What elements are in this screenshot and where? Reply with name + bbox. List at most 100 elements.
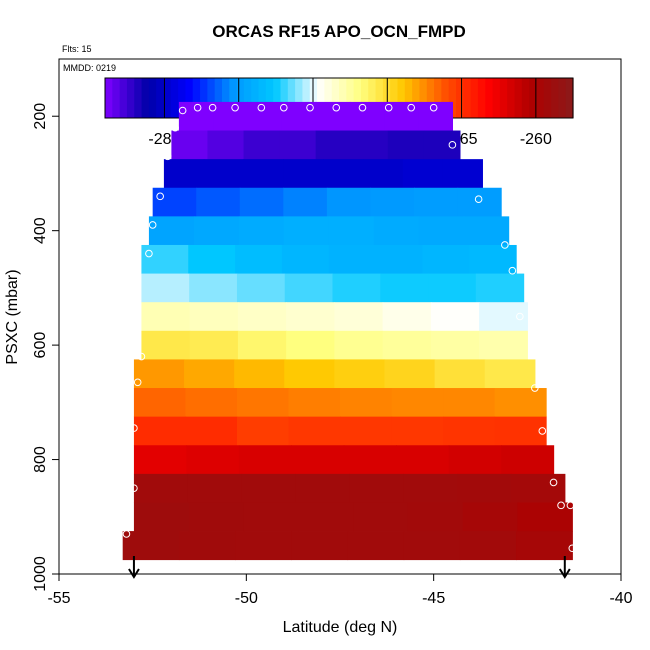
heatmap-cell bbox=[133, 502, 190, 532]
heatmap-cell bbox=[236, 416, 290, 446]
heatmap-cell bbox=[284, 273, 334, 303]
data-point bbox=[130, 484, 138, 492]
plot-frame bbox=[58, 58, 622, 575]
heatmap-cell bbox=[279, 130, 317, 160]
colorbar-swatch bbox=[521, 78, 530, 118]
heatmap-cell bbox=[291, 531, 349, 561]
heatmap-cell bbox=[141, 302, 191, 332]
heatmap-cell bbox=[141, 244, 189, 274]
heatmap-cell bbox=[315, 130, 353, 160]
heatmap-cell bbox=[459, 531, 517, 561]
colorbar-swatch bbox=[112, 78, 121, 118]
colorbar-swatch bbox=[565, 78, 574, 118]
colorbar-swatch bbox=[448, 78, 457, 118]
y-axis: 200 400 600 800 1000 bbox=[32, 103, 59, 592]
colorbar-swatch bbox=[339, 78, 347, 118]
colorbar-swatch bbox=[148, 78, 157, 118]
colorbar-swatch bbox=[419, 78, 428, 118]
heatmap-cell bbox=[185, 388, 238, 418]
heatmap-cell bbox=[384, 359, 436, 389]
heatmap-cell bbox=[133, 388, 187, 418]
heatmap-cell bbox=[133, 473, 189, 503]
y-axis-title: PSXC (mbar) bbox=[4, 269, 21, 364]
heatmap-cell bbox=[295, 473, 350, 503]
heatmap-cell bbox=[413, 187, 459, 217]
heatmap-cell bbox=[516, 531, 573, 561]
heatmap-cell bbox=[163, 159, 205, 189]
heatmap-cell bbox=[213, 101, 248, 131]
heatmap-cell bbox=[349, 101, 385, 131]
colorbar-swatch bbox=[434, 78, 442, 118]
data-point bbox=[208, 103, 217, 112]
heatmap-cell bbox=[281, 244, 330, 274]
heatmap-cell bbox=[286, 330, 335, 360]
heatmap-cell bbox=[391, 388, 444, 418]
heatmap-cell bbox=[403, 531, 461, 561]
x-tick-label: -50 bbox=[235, 590, 258, 607]
heatmap-cell bbox=[239, 187, 284, 217]
heatmap-cell bbox=[243, 130, 281, 160]
data-point bbox=[474, 195, 483, 203]
colorbar-swatch bbox=[412, 78, 421, 118]
colorbar-swatch bbox=[280, 78, 289, 118]
data-point bbox=[231, 103, 239, 112]
heatmap-cell bbox=[283, 216, 330, 246]
heatmap-cell bbox=[238, 216, 285, 246]
heatmap-cell bbox=[185, 416, 238, 446]
data-point bbox=[538, 427, 547, 435]
arrow-head bbox=[558, 568, 571, 579]
heatmap-cell bbox=[353, 502, 409, 532]
heatmap-cell bbox=[178, 531, 236, 561]
colorbar-swatch bbox=[492, 78, 501, 118]
heatmap-cell bbox=[188, 244, 236, 274]
heatmap-cell bbox=[443, 416, 496, 446]
heatmap-cell bbox=[328, 216, 375, 246]
colorbar-swatch bbox=[536, 78, 545, 118]
colorbar-swatch bbox=[426, 78, 435, 118]
heatmap-cell bbox=[236, 388, 290, 418]
colorbar-tick-label: -260 bbox=[520, 131, 552, 148]
heatmap-cell bbox=[238, 445, 292, 475]
data-point bbox=[557, 501, 565, 510]
flight-arrows bbox=[128, 556, 571, 579]
heatmap-cell bbox=[382, 330, 432, 360]
heatmap-cell bbox=[384, 101, 419, 131]
colorbar-swatch bbox=[119, 78, 128, 118]
heatmap-cell bbox=[184, 359, 235, 389]
heatmap-cell bbox=[517, 502, 573, 532]
heatmap-cell bbox=[423, 130, 461, 160]
heatmap-cell bbox=[186, 445, 240, 475]
data-point bbox=[429, 103, 438, 112]
colorbar-swatch bbox=[309, 78, 318, 118]
colorbar-swatch bbox=[105, 78, 113, 118]
heatmap-cell bbox=[187, 473, 243, 503]
colorbar-swatch bbox=[331, 78, 340, 118]
data-point bbox=[568, 544, 577, 553]
heatmap-cell bbox=[332, 273, 381, 303]
colorbar-swatch bbox=[463, 78, 472, 118]
x-tick-label: -40 bbox=[609, 590, 632, 607]
heatmap-cell bbox=[494, 388, 547, 418]
colorbar-swatch bbox=[529, 78, 538, 118]
heatmap-cell bbox=[351, 130, 389, 160]
data-point bbox=[508, 266, 517, 275]
colorbar-swatch bbox=[134, 78, 143, 118]
data-point bbox=[332, 103, 341, 112]
colorbar-swatch bbox=[360, 78, 369, 118]
heatmap-cell bbox=[347, 531, 405, 561]
y-tick-label: 600 bbox=[32, 332, 49, 359]
heatmap-cell bbox=[407, 502, 464, 532]
colorbar-swatch bbox=[302, 78, 311, 118]
heatmap-cell bbox=[373, 216, 420, 246]
data-point bbox=[178, 106, 187, 115]
data-point bbox=[501, 241, 509, 249]
heatmap-cell bbox=[241, 473, 297, 503]
heatmap-cell bbox=[343, 445, 397, 475]
colorbar-swatch bbox=[390, 78, 399, 118]
heatmap-cell bbox=[380, 273, 429, 303]
colorbar-swatch bbox=[222, 78, 230, 118]
heatmap-cell bbox=[463, 216, 510, 246]
chart-annotation: MMDD: 0219 bbox=[63, 63, 116, 73]
colorbar-swatch bbox=[163, 78, 172, 118]
